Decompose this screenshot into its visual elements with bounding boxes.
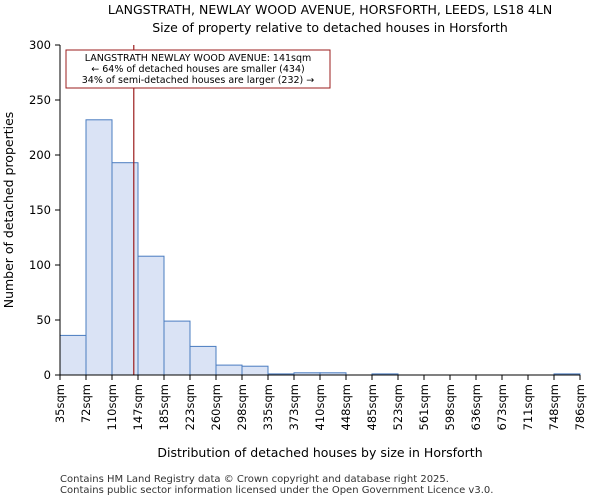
bar-223sqm xyxy=(189,345,217,376)
x-tick-label: 185sqm xyxy=(157,384,171,430)
x-tick-label: 636sqm xyxy=(469,384,483,430)
x-tick-label: 35sqm xyxy=(53,384,67,423)
x-tick-label: 110sqm xyxy=(105,384,119,430)
y-tick-label: 250 xyxy=(29,93,51,107)
y-tick-label: 100 xyxy=(29,258,51,272)
bar-298sqm xyxy=(241,365,269,376)
y-axis-label: Number of detached properties xyxy=(1,112,16,309)
y-tick-label: 150 xyxy=(29,203,51,217)
x-tick-label: 410sqm xyxy=(313,384,327,430)
x-tick-label: 260sqm xyxy=(209,384,223,430)
x-ticks-group: 35sqm 72sqm 110sqm 147sqm 185sqm 223sqm 260sqm… xyxy=(53,375,587,430)
annotation-line-1: LANGSTRATH NEWLAY WOOD AVENUE: 141sqm xyxy=(85,53,312,64)
annotation-box xyxy=(65,49,331,89)
histogram-chart: LANGSTRATH, NEWLAY WOOD AVENUE, HORSFORT… xyxy=(1,2,587,460)
x-axis-label: Distribution of detached houses by size … xyxy=(157,445,482,460)
annotation-line-3: 34% of semi-detached houses are larger (… xyxy=(82,75,315,86)
chart-title-line-1: LANGSTRATH, NEWLAY WOOD AVENUE, HORSFORT… xyxy=(108,2,552,17)
x-tick-label: 673sqm xyxy=(495,384,509,430)
x-tick-label: 298sqm xyxy=(235,384,249,430)
bars-group xyxy=(59,119,581,376)
bar-260sqm xyxy=(215,364,243,376)
x-tick-label: 373sqm xyxy=(287,384,301,430)
y-ticks-group: 0 50 100 150 200 250 300 xyxy=(29,38,60,382)
x-tick-label: 147sqm xyxy=(131,384,145,430)
footer-line-1: Contains HM Land Registry data © Crown c… xyxy=(60,474,449,485)
y-tick-label: 300 xyxy=(29,38,51,52)
bar-147sqm xyxy=(137,255,165,376)
x-tick-label: 748sqm xyxy=(547,384,561,430)
x-tick-label: 72sqm xyxy=(79,384,93,423)
property-annotation: LANGSTRATH NEWLAY WOOD AVENUE: 141sqm ← … xyxy=(65,49,331,89)
bar-185sqm xyxy=(163,320,191,376)
bar-35sqm xyxy=(59,334,87,376)
x-tick-label: 223sqm xyxy=(183,384,197,430)
y-tick-label: 50 xyxy=(36,313,51,327)
y-tick-label: 0 xyxy=(44,368,51,382)
x-tick-label: 786sqm xyxy=(573,384,587,430)
x-tick-label: 561sqm xyxy=(417,384,431,430)
bar-72sqm xyxy=(85,119,113,376)
x-tick-label: 485sqm xyxy=(365,384,379,430)
x-tick-label: 711sqm xyxy=(521,384,535,430)
x-tick-label: 598sqm xyxy=(443,384,457,430)
y-tick-label: 200 xyxy=(29,148,51,162)
x-tick-label: 335sqm xyxy=(261,384,275,430)
footer-line-2: Contains public sector information licen… xyxy=(60,485,494,496)
chart-title-line-2: Size of property relative to detached ho… xyxy=(152,20,508,35)
x-tick-label: 523sqm xyxy=(391,384,405,430)
annotation-line-2: ← 64% of detached houses are smaller (43… xyxy=(91,64,304,75)
x-tick-label: 448sqm xyxy=(339,384,353,430)
